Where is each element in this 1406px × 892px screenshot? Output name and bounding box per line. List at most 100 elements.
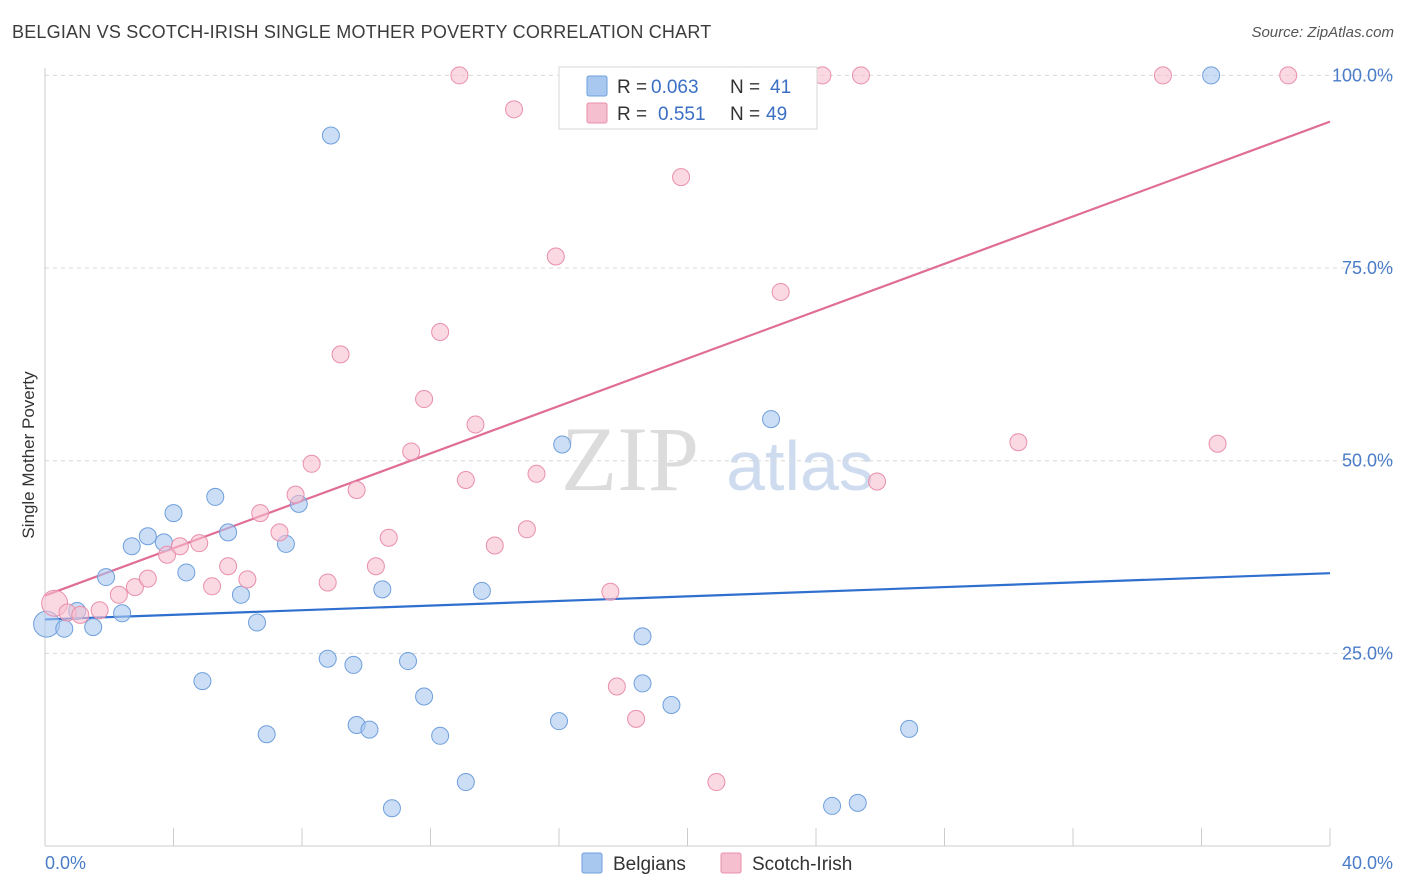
belgians-point <box>164 504 183 523</box>
bottom-legend-swatch-belgians <box>581 852 603 874</box>
scotch-irish-point <box>318 573 337 592</box>
belgians-point <box>900 719 919 738</box>
scotch-irish-point <box>607 677 626 696</box>
bottom-legend-swatch-scotch-irish <box>720 852 742 874</box>
scotch-irish-point <box>331 345 350 364</box>
chart-title: BELGIAN VS SCOTCH-IRISH SINGLE MOTHER PO… <box>12 22 712 42</box>
scotch-irish-point <box>219 557 238 576</box>
legend-n-value-belgians: 41 <box>770 77 791 98</box>
legend-swatch-belgians <box>586 75 608 97</box>
scotch-irish-point <box>190 534 209 553</box>
legend-n-label-scotch-irish: N = <box>730 104 760 125</box>
axes <box>44 68 1331 847</box>
legend-r-label-belgians: R = <box>617 77 647 98</box>
belgians-point <box>122 537 141 556</box>
y-axis-title: Single Mother Poverty <box>19 371 38 539</box>
trend-lines <box>44 120 1331 621</box>
belgians-point <box>344 655 363 674</box>
watermark-zip: ZIP <box>561 408 699 510</box>
belgians-point <box>762 410 781 429</box>
belgians-point <box>472 581 491 600</box>
belgians-point <box>257 725 276 744</box>
belgians-point <box>206 487 225 506</box>
y-tick-label: 25.0% <box>1342 643 1393 663</box>
scotch-irish-point <box>347 480 366 499</box>
scotch-irish-point <box>627 709 646 728</box>
belgians-point <box>415 687 434 706</box>
scotch-irish-point <box>158 545 177 564</box>
scotch-irish-point <box>170 537 189 556</box>
legend: R = 0.063 N = 41 R = 0.551 N = 49 <box>558 66 818 130</box>
scotch-irish-point <box>366 557 385 576</box>
scotch-irish-point <box>1009 433 1028 452</box>
scotch-irish-point <box>450 66 469 85</box>
y-tick-label: 50.0% <box>1342 451 1393 471</box>
scotch-irish-point <box>517 520 536 539</box>
belgians-point <box>553 435 572 454</box>
scotch-irish-point <box>1153 66 1172 85</box>
belgians-point <box>219 523 238 542</box>
x-tick-label: 0.0% <box>45 853 86 873</box>
belgians-point <box>633 674 652 693</box>
scotch-irish-point <box>125 578 144 597</box>
scotch-irish-point <box>379 528 398 547</box>
belgians-point <box>1202 66 1221 85</box>
belgians-point <box>318 649 337 668</box>
belgians-point <box>633 627 652 646</box>
x-tick-label: 40.0% <box>1342 853 1393 873</box>
legend-n-label-belgians: N = <box>730 77 760 98</box>
belgians-point <box>97 568 116 587</box>
scotch-irish-point <box>415 390 434 409</box>
scotch-irish-point <box>771 282 790 301</box>
belgians-point <box>550 712 568 731</box>
belgians-point <box>55 619 74 638</box>
belgians-point <box>248 613 267 632</box>
legend-swatch-scotch-irish <box>586 102 608 124</box>
belgians-trend-line <box>44 572 1331 621</box>
legend-r-value-scotch-irish: 0.551 <box>658 104 706 125</box>
belgians-point <box>431 726 450 745</box>
legend-r-value-belgians: 0.063 <box>651 77 699 98</box>
scotch-irish-point <box>203 577 222 596</box>
scotch-irish-point <box>1208 434 1227 453</box>
belgians-point <box>662 695 681 714</box>
y-tick-label: 100.0% <box>1332 65 1393 85</box>
bottom-legend: Belgians Scotch-Irish <box>581 852 852 875</box>
scotch-irish-point <box>251 504 270 523</box>
y-tick-label: 75.0% <box>1342 258 1393 278</box>
belgians-point <box>360 720 379 739</box>
scotch-irish-point <box>707 773 726 792</box>
scotch-irish-point <box>672 168 691 187</box>
legend-r-label-scotch-irish: R = <box>617 104 647 125</box>
scotch-irish-point <box>238 570 257 589</box>
scotch-irish-point <box>868 472 887 491</box>
belgians-point <box>177 563 196 582</box>
belgians-point <box>823 796 842 815</box>
scotch-irish-point <box>109 585 128 604</box>
watermark-atlas: atlas <box>726 427 874 505</box>
scotch-irish-point <box>90 601 109 620</box>
scotch-irish-point <box>505 100 524 119</box>
scotch-irish-point <box>466 415 485 434</box>
scotch-irish-point <box>286 485 305 504</box>
belgians-point <box>193 672 212 691</box>
belgians-point <box>113 604 132 623</box>
belgians-point <box>84 618 103 637</box>
grid-lines <box>45 74 1393 654</box>
data-points <box>33 66 1298 818</box>
belgians-point <box>456 773 475 792</box>
belgians-point <box>321 126 340 145</box>
scotch-irish-point <box>270 523 289 542</box>
scotch-irish-point <box>485 536 504 555</box>
scotch-irish-point <box>302 454 321 473</box>
belgians-point <box>382 799 401 818</box>
belgians-point <box>848 793 867 812</box>
scotch-irish-point <box>601 582 620 601</box>
scotch-irish-point <box>71 605 90 624</box>
scotch-irish-point <box>431 323 450 342</box>
scotch-irish-point <box>138 569 157 588</box>
scotch-irish-point <box>527 464 546 483</box>
scotch-irish-point <box>1279 66 1298 85</box>
scotch-irish-point <box>851 66 870 85</box>
tick-labels: 25.0% 50.0% 75.0% 100.0% 0.0% 40.0% <box>45 65 1393 873</box>
